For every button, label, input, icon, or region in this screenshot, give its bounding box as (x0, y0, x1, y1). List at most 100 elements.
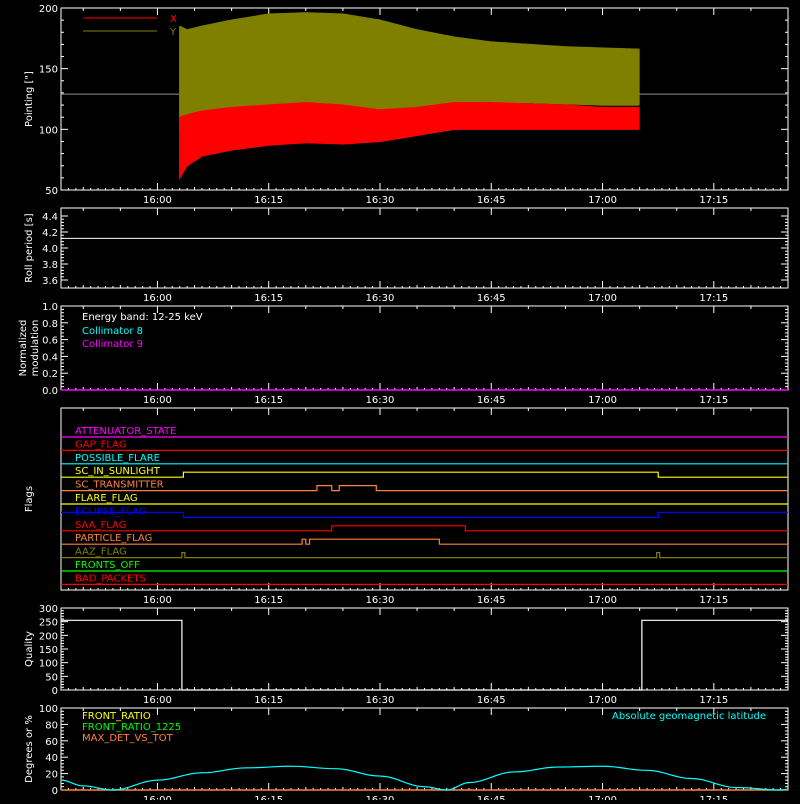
quality-ytick-label: 0 (52, 686, 58, 697)
pointing-xtick-label: 17:00 (588, 195, 617, 206)
modulation-ytick-label: 0.6 (42, 336, 58, 347)
modulation-ylabel: modulation (30, 320, 41, 377)
pointing-xtick-label: 16:00 (143, 195, 172, 206)
ratios-xtick-label: 16:30 (366, 795, 395, 800)
modulation-ytick-label: 1.0 (42, 302, 58, 313)
quality-ytick-label: 50 (45, 672, 58, 683)
ratios-ytick-label: 0 (52, 786, 58, 797)
quality-ytick-label: 100 (39, 659, 58, 670)
ratios-ytick-label: 60 (45, 737, 58, 748)
flag-line (61, 485, 788, 492)
modulation-xtick-label: 16:45 (477, 395, 506, 406)
flag-line (61, 525, 788, 532)
pointing-ytick-label: 150 (39, 65, 58, 76)
quality-xtick-label: 16:00 (143, 695, 172, 706)
flag-label: AAZ_FLAG (75, 547, 127, 558)
pointing-ytick-label: 50 (45, 186, 58, 197)
ratios-ytick-label: 80 (45, 720, 58, 731)
pointing-legend-label: X (170, 14, 177, 25)
roll_period-xtick-label: 16:30 (366, 293, 395, 304)
quality-ylabel: Quality (24, 631, 35, 667)
flag-line (61, 538, 788, 545)
ratios-ytick-label: 100 (39, 704, 58, 715)
roll_period-ytick-label: 3.6 (42, 276, 58, 287)
ratios-ylabel: Degrees or % (24, 715, 35, 783)
ratios-xtick-label: 16:00 (143, 795, 172, 800)
modulation-ytick-label: 0.0 (42, 386, 58, 397)
flag-line (61, 471, 788, 478)
roll_period-ytick-label: 3.8 (42, 260, 58, 271)
flag-label: POSSIBLE_FLARE (75, 453, 160, 464)
flag-label: SC_IN_SUNLIGHT (75, 466, 161, 477)
flag-label: FLARE_FLAG (75, 493, 138, 504)
flag-label: FRONTS_OFF (75, 560, 140, 571)
flags-ylabel: Flags (24, 486, 35, 512)
quality-ytick-label: 200 (39, 631, 58, 642)
ratios-latitude-line (60, 765, 789, 791)
pointing-xtick-label: 16:30 (366, 195, 395, 206)
pointing-series-x (179, 102, 640, 181)
quality-ytick-label: 150 (39, 645, 58, 656)
pointing-ytick-label: 100 (39, 125, 58, 136)
modulation-energy-band-label: Energy band: 12-25 keV (82, 312, 203, 323)
ratios-xtick-label: 16:45 (477, 795, 506, 800)
roll_period-xtick-label: 16:45 (477, 293, 506, 304)
flag-line (61, 551, 788, 559)
pointing-ytick-label: 200 (39, 4, 58, 15)
flags-xtick-label: 16:00 (143, 595, 172, 606)
ratios-xtick-label: 16:15 (254, 795, 283, 800)
flag-label: ATTENUATOR_STATE (75, 426, 176, 437)
modulation-ylabel: Normalized (18, 320, 29, 377)
ratios-legend-label: FRONT_RATIO_1225 (82, 722, 181, 733)
modulation-xtick-label: 16:15 (254, 395, 283, 406)
pointing-xtick-label: 16:45 (477, 195, 506, 206)
modulation-xtick-label: 16:30 (366, 395, 395, 406)
roll_period-xtick-label: 17:15 (699, 293, 728, 304)
modulation-legend-label: Collimator 8 (82, 326, 143, 337)
pointing-legend-label: Y (169, 27, 177, 38)
quality-ytick-label: 300 (39, 604, 58, 615)
modulation-legend-label: Collimator 9 (82, 339, 143, 350)
pointing-xtick-label: 16:15 (254, 195, 283, 206)
flag-label: PARTICLE_FLAG (75, 533, 152, 544)
roll_period-xtick-label: 17:00 (588, 293, 617, 304)
quality-xtick-label: 17:15 (699, 695, 728, 706)
quality-xtick-label: 16:15 (254, 695, 283, 706)
quality-ytick-label: 250 (39, 618, 58, 629)
ratios-ytick-label: 20 (45, 770, 58, 781)
ratios-latitude-label: Absolute geomagnetic latitude (612, 711, 766, 722)
flag-line (61, 511, 788, 519)
pointing-xtick-label: 17:15 (699, 195, 728, 206)
pointing-ylabel: Pointing ["] (24, 71, 35, 127)
quality-xtick-label: 17:00 (588, 695, 617, 706)
flag-label: SAA_FLAG (75, 520, 126, 531)
roll_period-ytick-label: 4.0 (42, 244, 58, 255)
flags-xtick-label: 16:30 (366, 595, 395, 606)
pointing-series-y (179, 12, 640, 131)
flag-label: SC_TRANSMITTER (75, 480, 164, 491)
roll_period-xtick-label: 16:15 (254, 293, 283, 304)
modulation-xtick-label: 17:00 (588, 395, 617, 406)
ratios-legend-label: MAX_DET_VS_TOT (82, 733, 174, 744)
modulation-xtick-label: 16:00 (143, 395, 172, 406)
ratios-xtick-label: 17:00 (588, 795, 617, 800)
ratios-ytick-label: 40 (45, 753, 58, 764)
modulation-ytick-label: 0.2 (42, 369, 58, 380)
modulation-ytick-label: 0.4 (42, 352, 58, 363)
ratios-legend-label: FRONT_RATIO (82, 711, 151, 722)
modulation-xtick-label: 17:15 (699, 395, 728, 406)
roll_period-frame (60, 207, 789, 289)
roll_period-xtick-label: 16:00 (143, 293, 172, 304)
roll_period-ytick-label: 4.4 (42, 212, 58, 223)
ratios-xtick-label: 17:15 (699, 795, 728, 800)
modulation-ytick-label: 0.8 (42, 319, 58, 330)
flags-xtick-label: 16:45 (477, 595, 506, 606)
flags-xtick-label: 17:15 (699, 595, 728, 606)
roll_period-ylabel: Roll period [s] (24, 213, 35, 282)
quality-xtick-label: 16:45 (477, 695, 506, 706)
roll_period-ytick-label: 4.2 (42, 228, 58, 239)
quality-xtick-label: 16:30 (366, 695, 395, 706)
flag-label: BAD_PACKETS (75, 573, 146, 584)
